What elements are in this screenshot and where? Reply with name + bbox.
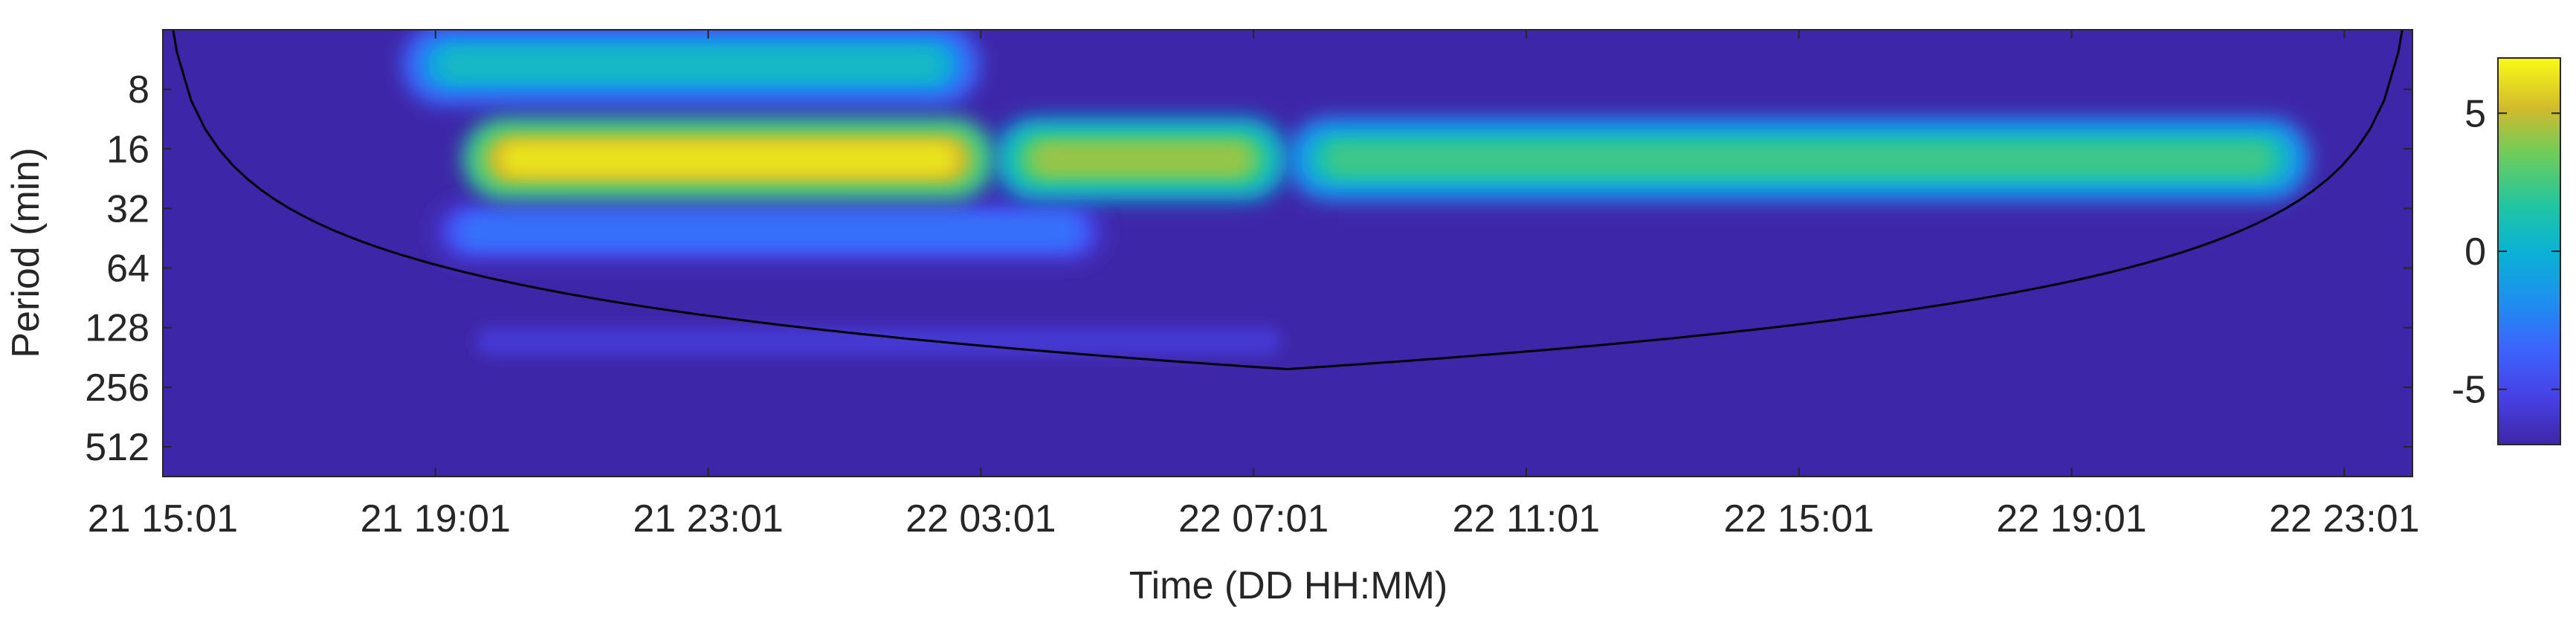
x-tick-label: 22 19:01 (1996, 497, 2146, 540)
power-cell (1034, 143, 1247, 174)
x-tick-label: 21 15:01 (88, 497, 238, 540)
power-cell (503, 143, 955, 174)
x-tick-label: 22 11:01 (1453, 497, 1601, 540)
colorbar-tick-label: -5 (2452, 369, 2486, 412)
cone-of-influence (172, 30, 2404, 371)
x-tick-label: 21 23:01 (633, 497, 783, 540)
y-tick-label: 16 (106, 128, 149, 171)
y-axis: 8 16 32 64 128 256 512 (85, 68, 2412, 469)
x-axis: 21 15:01 21 19:01 21 23:01 22 03:01 22 07:01… (88, 30, 2420, 540)
x-tick-label: 22 07:01 (1178, 497, 1329, 540)
power-field (401, 30, 2311, 357)
colorbar-ticks: 5 0 -5 (2452, 92, 2560, 412)
colorbar-tick-label: 0 (2464, 230, 2486, 274)
x-tick-label: 22 15:01 (1724, 497, 1874, 540)
colorbar (2497, 57, 2561, 445)
y-tick-label: 256 (85, 367, 149, 410)
plot-frame (162, 29, 2413, 477)
y-tick-label: 8 (128, 68, 149, 112)
colorbar-tick-label: 5 (2464, 92, 2486, 135)
power-cell (462, 216, 1077, 247)
x-tick-label: 22 23:01 (2269, 497, 2419, 540)
power-cell (475, 326, 1282, 357)
y-axis-label: Period (min) (4, 147, 48, 358)
x-tick-label: 22 03:01 (906, 497, 1056, 540)
power-cell (441, 49, 941, 80)
x-axis-label: Time (DD HH:MM) (1129, 564, 1447, 607)
y-tick-label: 32 (106, 187, 149, 230)
y-tick-label: 64 (106, 248, 149, 291)
power-cell (1328, 143, 2270, 174)
x-tick-label: 21 19:01 (361, 497, 511, 540)
y-tick-label: 512 (85, 426, 149, 469)
y-tick-label: 128 (85, 307, 149, 350)
